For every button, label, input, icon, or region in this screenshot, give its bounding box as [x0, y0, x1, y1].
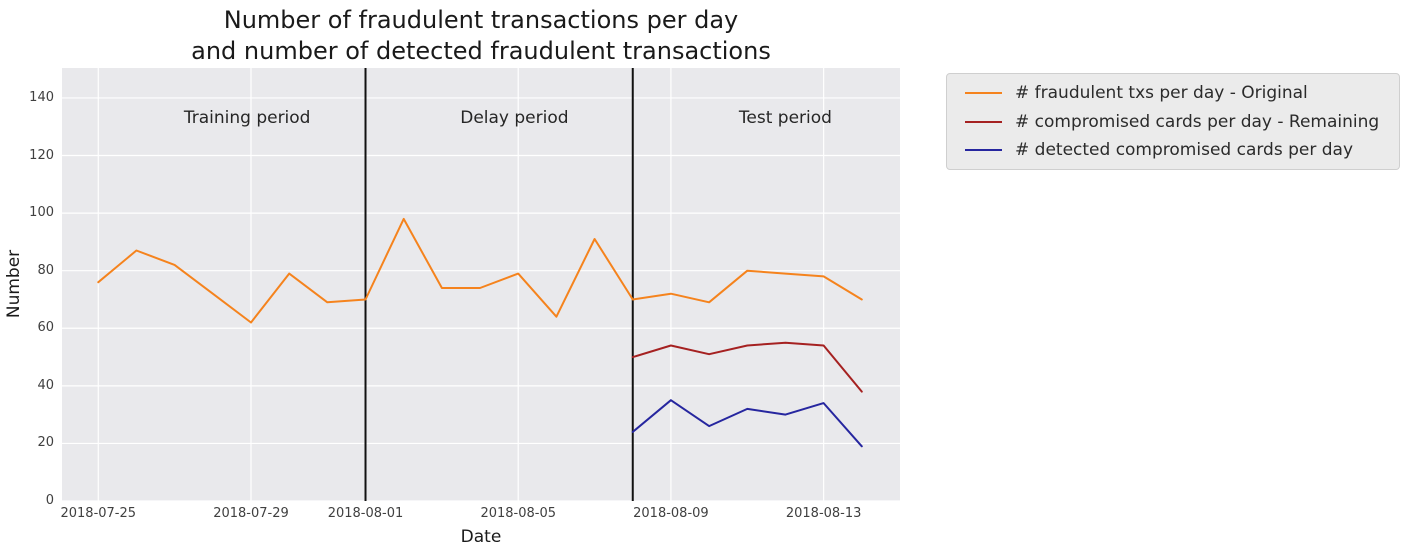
y-tick-label: 60: [37, 320, 54, 336]
chart-canvas: [62, 68, 900, 501]
legend-line-swatch: [965, 120, 1002, 123]
legend-item-1: # compromised cards per day - Remaining: [957, 112, 1389, 132]
period-label-0: Training period: [183, 108, 311, 129]
x-tick-label: 2018-07-29: [213, 506, 289, 521]
y-tick-label: 120: [29, 147, 54, 163]
y-tick-label: 0: [45, 493, 54, 508]
y-tick-label: 140: [29, 89, 54, 105]
x-tick-label: 2018-08-01: [327, 506, 404, 521]
chart-title: Number of fraudulent transactions per da…: [62, 5, 900, 66]
x-tick-label: 2018-08-05: [480, 506, 556, 521]
legend: # fraudulent txs per day - Original # com…: [946, 73, 1400, 170]
legend-label: # compromised cards per day - Remaining: [1015, 111, 1380, 132]
period-label-2: Test period: [738, 108, 832, 129]
legend-line-swatch: [965, 149, 1002, 151]
plot-area: Training period Delay period Test period: [62, 68, 900, 501]
period-label-1: Delay period: [460, 108, 569, 129]
y-axis-label: Number: [4, 249, 24, 319]
series-line-0: [97, 217, 863, 324]
series-line-2: [631, 399, 863, 448]
y-tick-label: 40: [37, 377, 54, 393]
legend-item-2: # detected compromised cards per day: [957, 140, 1389, 160]
legend-line-swatch: [965, 92, 1002, 94]
legend-label: # detected compromised cards per day: [1015, 140, 1354, 160]
y-tick-label: 20: [37, 435, 54, 451]
chart-title-line-1: Number of fraudulent transactions per da…: [223, 6, 739, 34]
series-line-1: [631, 341, 863, 393]
legend-label: # fraudulent txs per day - Original: [1015, 83, 1308, 103]
legend-item-0: # fraudulent txs per day - Original: [957, 83, 1389, 103]
y-tick-label: 80: [37, 262, 54, 278]
x-axis-label: Date: [460, 527, 502, 547]
x-tick-label: 2018-08-09: [633, 506, 709, 521]
x-tick-label: 2018-07-25: [60, 506, 137, 521]
x-tick-label: 2018-08-13: [785, 506, 862, 521]
chart-title-line-2: and number of detected fraudulent transa…: [191, 36, 771, 65]
y-tick-label: 100: [29, 205, 54, 221]
